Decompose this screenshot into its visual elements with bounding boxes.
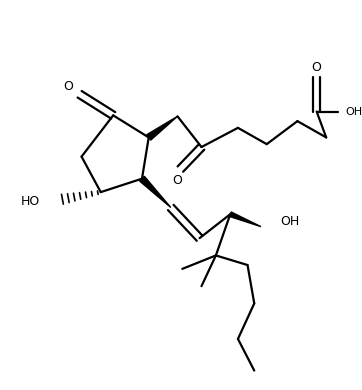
- Polygon shape: [140, 176, 171, 207]
- Polygon shape: [147, 116, 177, 140]
- Text: O: O: [63, 80, 73, 93]
- Text: O: O: [173, 174, 182, 187]
- Text: HO: HO: [21, 195, 40, 208]
- Polygon shape: [230, 212, 261, 227]
- Text: O: O: [312, 61, 321, 74]
- Text: OH: OH: [345, 106, 362, 117]
- Text: OH: OH: [280, 215, 299, 229]
